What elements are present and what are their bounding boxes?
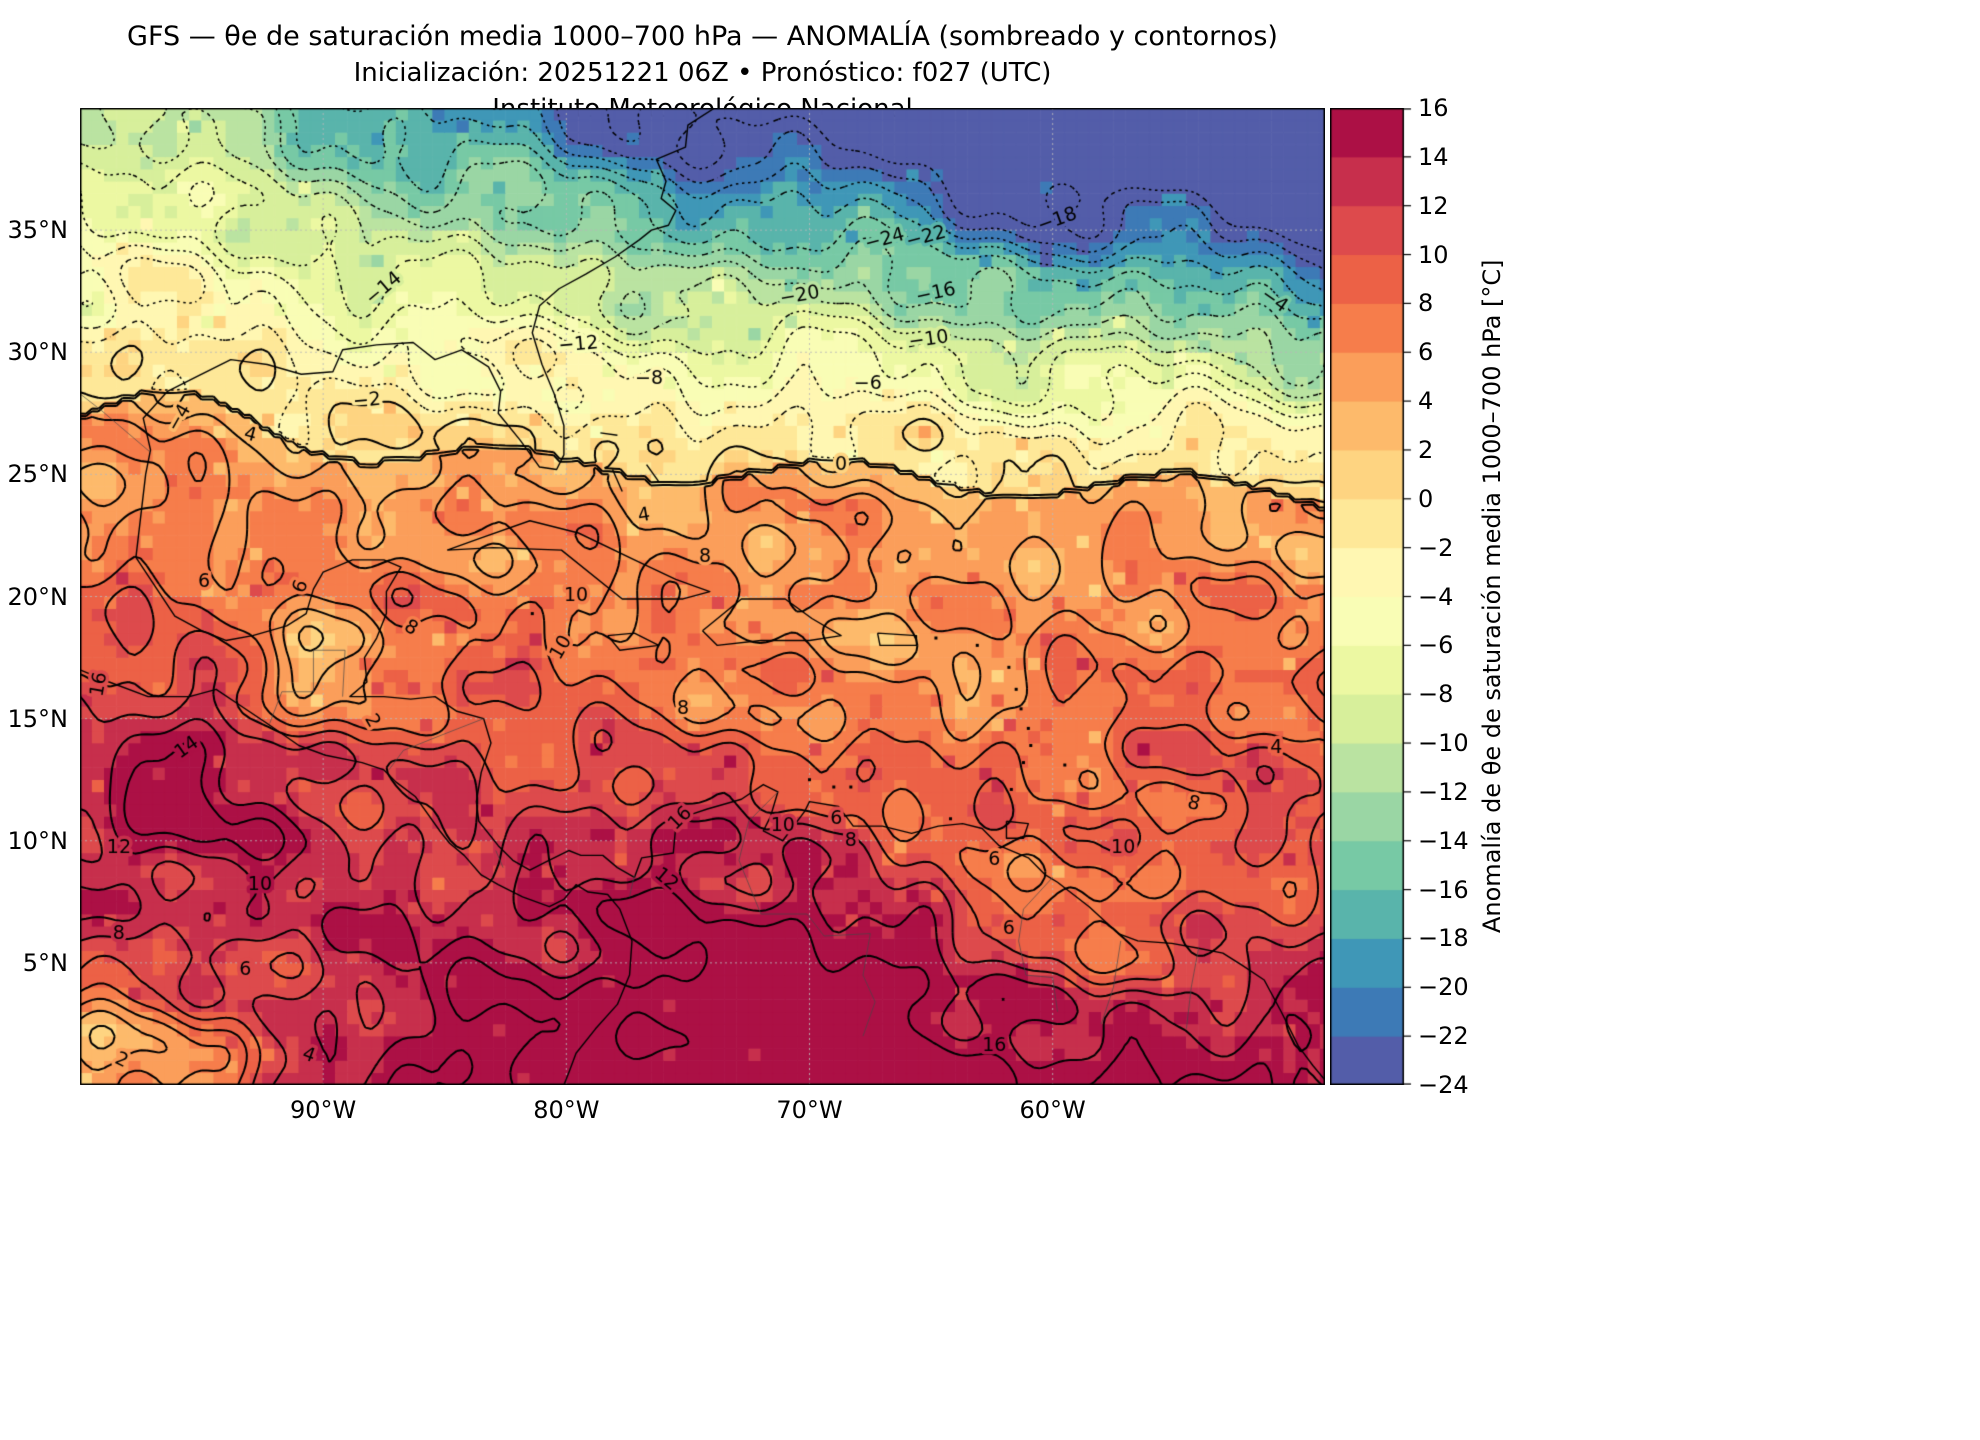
colorbar-tick-label: −20 [1418, 973, 1469, 1002]
colorbar-tick-label: 6 [1418, 338, 1434, 367]
colorbar-tick-label: −8 [1418, 680, 1454, 709]
x-tick-label: 60°W [1019, 1096, 1086, 1124]
chart-subtitle: Inicialización: 20251221 06Z • Pronóstic… [353, 58, 1052, 88]
colorbar-tick-label: 10 [1418, 240, 1449, 269]
colorbar-tick-label: −14 [1418, 826, 1469, 855]
colorbar-tick-label: −22 [1418, 1022, 1469, 1051]
colorbar-tick-label: −24 [1418, 1071, 1469, 1099]
colorbar-tick-label: 14 [1418, 142, 1449, 171]
colorbar-tick-label: −10 [1418, 729, 1469, 758]
y-tick-label: 30°N [7, 338, 69, 367]
colorbar-tick-label: 12 [1418, 191, 1449, 220]
chart-title: GFS — θe de saturación media 1000–700 hP… [127, 21, 1278, 52]
y-tick-label: 10°N [7, 826, 69, 855]
colorbar-tick-label: 16 [1418, 94, 1449, 122]
y-tick-label: 20°N [7, 582, 69, 611]
map-plot-canvas [80, 108, 1325, 1085]
y-tick-label: 15°N [7, 704, 69, 733]
colorbar-tick-label: 0 [1418, 484, 1434, 513]
colorbar-tick-label: −4 [1418, 582, 1454, 611]
y-tick-label: 25°N [7, 460, 69, 489]
colorbar-canvas [1330, 108, 1414, 1085]
colorbar-tick-label: −16 [1418, 875, 1469, 904]
colorbar-tick-label: −18 [1418, 924, 1469, 953]
colorbar-tick-label: 2 [1418, 435, 1434, 464]
colorbar-tick-label: 4 [1418, 387, 1434, 416]
y-tick-label: 35°N [7, 216, 69, 245]
colorbar-tick-label: 8 [1418, 289, 1434, 318]
y-tick-label: 5°N [22, 948, 68, 977]
x-tick-label: 70°W [776, 1096, 843, 1124]
x-tick-label: 90°W [290, 1096, 357, 1124]
colorbar-tick-label: −12 [1418, 777, 1469, 806]
colorbar-tick-label: −6 [1418, 631, 1454, 660]
x-tick-label: 80°W [533, 1096, 600, 1124]
chart-titles: GFS — θe de saturación media 1000–700 hP… [80, 18, 1325, 127]
colorbar-label: Anomalía de θe de saturación media 1000–… [1478, 259, 1506, 934]
colorbar-tick-label: −2 [1418, 533, 1454, 562]
